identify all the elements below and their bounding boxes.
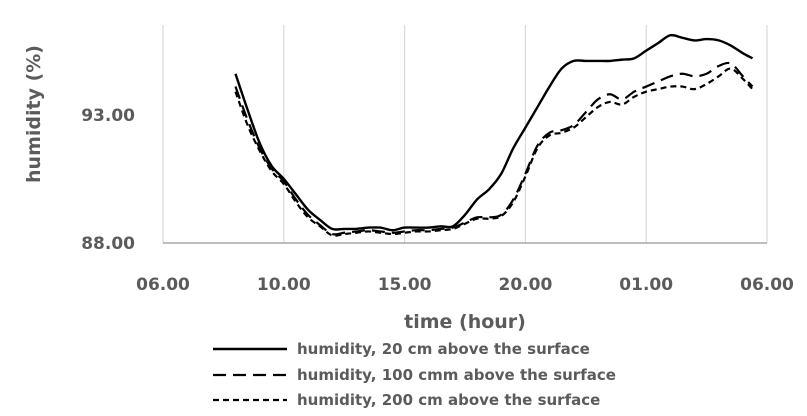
grid-lines — [162, 25, 768, 243]
x-tick-label: 01.00 — [619, 275, 673, 295]
x-tick-labels: 06.00 10.00 15.00 20.00 01.00 06.00 — [136, 275, 794, 295]
legend-label: humidity, 100 cmm above the surface — [297, 366, 616, 384]
x-tick-label: 06.00 — [740, 275, 794, 295]
series-line-3 — [234, 67, 754, 237]
series-line-1 — [234, 33, 754, 232]
x-tick-label: 15.00 — [378, 275, 432, 295]
y-tick-labels: 88.00 93.00 — [81, 106, 135, 254]
x-tick-label: 06.00 — [136, 275, 190, 295]
y-tick-label: 93.00 — [81, 106, 135, 126]
y-tick-label: 88.00 — [81, 234, 135, 254]
x-tick-label: 10.00 — [257, 275, 311, 295]
series-lines — [234, 33, 754, 237]
y-axis-title: humidity (%) — [23, 45, 45, 183]
x-axis-title: time (hour) — [404, 311, 526, 333]
legend: humidity, 20 cm above the surface humidit… — [213, 340, 616, 409]
legend-label: humidity, 200 cm above the surface — [297, 391, 600, 409]
x-tick-label: 20.00 — [499, 275, 553, 295]
legend-label: humidity, 20 cm above the surface — [297, 340, 590, 358]
